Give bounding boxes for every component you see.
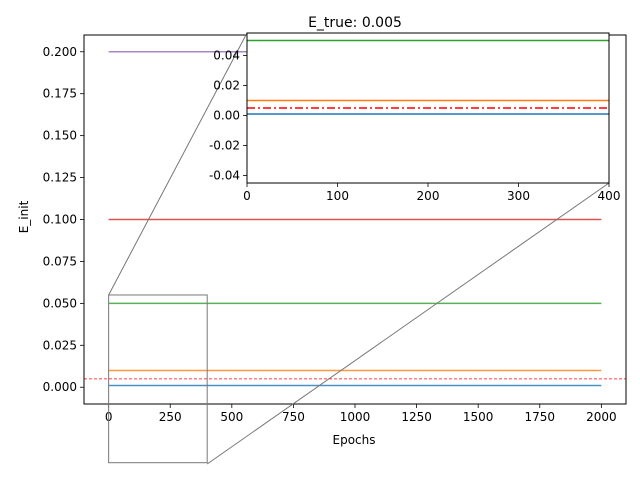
inset-x-tick-label: 0 [243,189,251,203]
zoom-connector-line [108,32,248,296]
inset-y-tick-label: -0.02 [209,139,240,153]
y-tick-label: 0.100 [43,213,77,227]
y-tick-label: 0.175 [43,87,77,101]
y-tick-label: 0.200 [43,45,77,59]
y-tick-label: 0.150 [43,129,77,143]
inset-x-tick-label: 100 [326,189,349,203]
x-tick-label: 1000 [340,410,371,424]
inset-y-tick-label: 0.04 [213,49,240,63]
zoom-connector-line [206,182,610,465]
x-tick-label: 750 [282,410,305,424]
y-tick-label: 0.025 [43,338,77,352]
y-tick-label: 0.075 [43,254,77,268]
inset-x-tick-label: 300 [507,189,530,203]
x-tick-label: 1250 [401,410,432,424]
inset-y-tick-label: 0.00 [213,109,240,123]
x-tick-label: 500 [220,410,243,424]
inset-y-tick-label: 0.02 [213,79,240,93]
chart-title: E_true: 0.005 [308,15,402,31]
x-axis-label: Epochs [333,433,376,447]
x-tick-label: 1750 [524,410,555,424]
inset-x-tick-label: 400 [598,189,621,203]
inset-y-tick-label: -0.04 [209,169,240,183]
y-tick-label: 0.000 [43,380,77,394]
x-tick-label: 2000 [586,410,617,424]
x-tick-label: 1500 [463,410,494,424]
y-tick-label: 0.050 [43,296,77,310]
y-axis-label: E_init [17,200,31,233]
zoom-region-box [108,294,208,464]
x-tick-label: 250 [159,410,182,424]
y-tick-label: 0.125 [43,171,77,185]
inset-x-tick-label: 200 [417,189,440,203]
